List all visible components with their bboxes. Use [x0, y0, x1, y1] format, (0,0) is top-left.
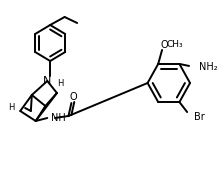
- Text: Br: Br: [194, 112, 205, 122]
- Text: H: H: [58, 79, 64, 89]
- Text: O: O: [160, 40, 168, 50]
- Text: CH₃: CH₃: [166, 40, 183, 49]
- Text: H: H: [8, 104, 15, 112]
- Text: NH: NH: [51, 113, 66, 123]
- Text: O: O: [70, 92, 77, 102]
- Text: NH₂: NH₂: [199, 62, 217, 72]
- Text: N: N: [43, 76, 51, 86]
